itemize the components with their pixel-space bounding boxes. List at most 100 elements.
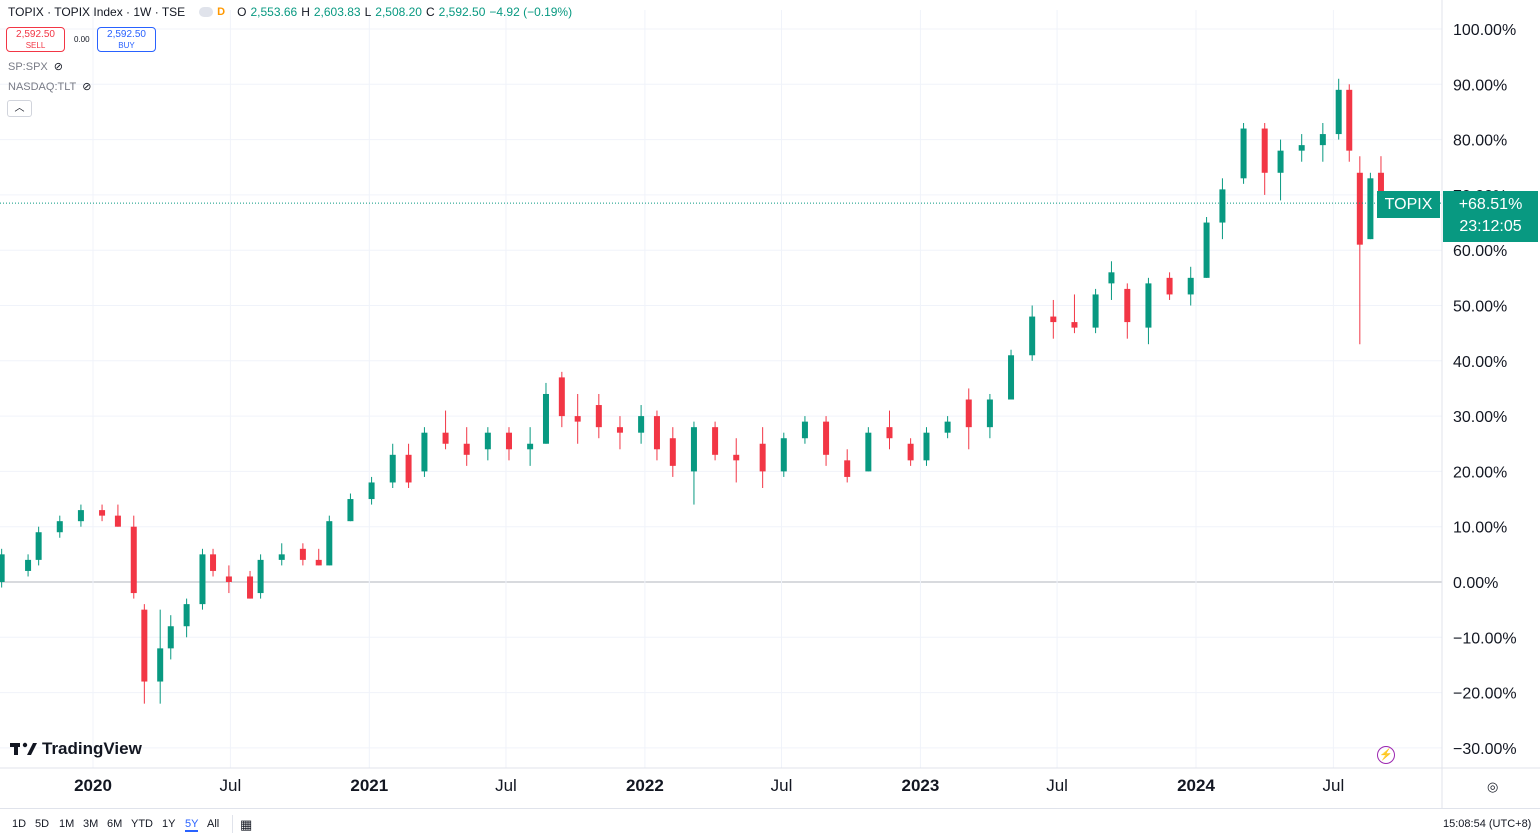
candle-body	[299, 548, 306, 560]
candle-body	[1092, 294, 1099, 328]
candle-body	[1367, 178, 1374, 240]
candle-body	[923, 432, 930, 461]
x-tick-label: 2024	[1177, 776, 1215, 795]
price-axis: 100.00%90.00%80.00%70.00%60.00%50.00%40.…	[1441, 0, 1517, 808]
candle-body	[1108, 272, 1115, 284]
candle-body	[1203, 222, 1210, 278]
tradingview-logo[interactable]: TradingView	[10, 739, 142, 759]
close-value: 2,592.50	[438, 5, 486, 19]
candle-body	[210, 554, 217, 571]
comparison-tlt[interactable]: NASDAQ:TLT ⊘	[8, 80, 92, 94]
y-tick-label: −10.00%	[1453, 630, 1517, 647]
y-tick-label: 80.00%	[1453, 133, 1507, 150]
candle-body	[1166, 277, 1173, 295]
x-tick-label: 2021	[350, 776, 388, 795]
price-chart[interactable]: 100.00%90.00%80.00%70.00%60.00%50.00%40.…	[0, 0, 1540, 808]
last-price-value: +68.51%	[1458, 196, 1523, 213]
range-5y[interactable]: 5Y	[185, 818, 199, 832]
candle-body	[1071, 322, 1078, 328]
candle-body	[986, 399, 993, 428]
change-value: −4.92 (−0.19%)	[489, 5, 573, 19]
candle-body	[1356, 172, 1363, 245]
candle-body	[865, 432, 872, 472]
buy-price: 2,592.50	[107, 29, 146, 40]
candle-body	[944, 421, 951, 433]
candle-body	[505, 432, 512, 450]
chart-grid	[0, 10, 1442, 768]
candle-body	[1145, 283, 1152, 328]
x-tick-label: Jul	[220, 776, 242, 795]
candle-body	[56, 521, 63, 533]
range-1y[interactable]: 1Y	[162, 818, 176, 830]
candle-body	[368, 482, 375, 500]
candle-body	[844, 460, 851, 477]
candle-body	[183, 604, 190, 627]
candle-body	[1008, 355, 1015, 400]
candle-body	[690, 427, 697, 472]
eye-crossed-icon[interactable]: ⊘	[82, 81, 92, 93]
chevron-up-icon[interactable]: ︿	[7, 100, 32, 117]
candles	[0, 78, 1442, 704]
comparison-spx[interactable]: SP:SPX ⊘	[8, 60, 63, 74]
candle-body	[199, 554, 206, 605]
x-tick-label: Jul	[1046, 776, 1068, 795]
buy-button[interactable]: 2,592.50 BUY	[97, 27, 156, 52]
status-dot-icon	[199, 7, 214, 17]
range-1d[interactable]: 1D	[12, 818, 27, 830]
time-axis: 2020 Jul 2021 Jul 2022 Jul 2023 Jul 2024 Jul	[0, 767, 1540, 795]
candle-body	[130, 526, 137, 594]
candle-body	[1240, 128, 1247, 179]
candle-body	[157, 648, 164, 682]
open-label: O	[237, 5, 247, 19]
candle-body	[1050, 316, 1057, 323]
clock[interactable]: 15:08:54 (UTC+8)	[1443, 818, 1532, 830]
candle-body	[25, 559, 32, 571]
y-tick-label: 90.00%	[1453, 77, 1507, 94]
symbol-title[interactable]: TOPIX · TOPIX Index · 1W · TSE	[8, 5, 186, 19]
range-3m[interactable]: 3M	[83, 818, 99, 830]
x-tick-label: 2022	[626, 776, 664, 795]
sell-price: 2,592.50	[16, 29, 55, 40]
candle-body	[484, 432, 491, 450]
y-tick-label: 60.00%	[1453, 243, 1507, 260]
x-tick-label: Jul	[495, 776, 517, 795]
y-tick-label: 30.00%	[1453, 409, 1507, 426]
candle-body	[278, 554, 285, 560]
settings-icon[interactable]: ◎	[1487, 779, 1499, 794]
comparison-symbol: NASDAQ:TLT	[8, 80, 77, 93]
range-all[interactable]: All	[207, 818, 220, 830]
candle-body	[1277, 150, 1284, 173]
candle-body	[389, 454, 396, 483]
lightning-icon[interactable]: ⚡	[1377, 746, 1395, 764]
range-1m[interactable]: 1M	[59, 818, 75, 830]
candle-body	[1377, 172, 1384, 204]
candle-body	[527, 443, 534, 450]
candle-body	[463, 443, 470, 455]
toolbar-divider	[232, 815, 233, 833]
candle-body	[35, 532, 42, 560]
tv-logo-icon	[10, 742, 37, 755]
candle-body	[326, 521, 333, 566]
range-6m[interactable]: 6M	[107, 818, 123, 830]
candle-body	[1298, 145, 1305, 151]
candle-body	[347, 499, 354, 522]
candle-body	[638, 416, 645, 433]
delay-badge: D	[217, 6, 226, 18]
eye-crossed-icon[interactable]: ⊘	[53, 61, 63, 73]
candle-body	[595, 405, 602, 428]
y-tick-label: 50.00%	[1453, 299, 1507, 316]
candle-body	[1187, 277, 1194, 295]
candle-body	[669, 438, 676, 466]
spread-value: 0.00	[74, 35, 90, 44]
symbol-legend: TOPIX · TOPIX Index · 1W · TSE D O 2,553.…	[8, 5, 572, 19]
range-ytd[interactable]: YTD	[131, 818, 153, 830]
candle-body	[759, 443, 766, 472]
x-tick-label: Jul	[771, 776, 793, 795]
range-5d[interactable]: 5D	[35, 818, 50, 830]
sell-button[interactable]: 2,592.50 SELL	[6, 27, 65, 52]
calendar-icon[interactable]: ▦	[240, 817, 253, 832]
low-value: 2,508.20	[375, 5, 422, 19]
y-tick-label: 20.00%	[1453, 464, 1507, 481]
x-tick-label: Jul	[1323, 776, 1345, 795]
candle-body	[780, 438, 787, 472]
